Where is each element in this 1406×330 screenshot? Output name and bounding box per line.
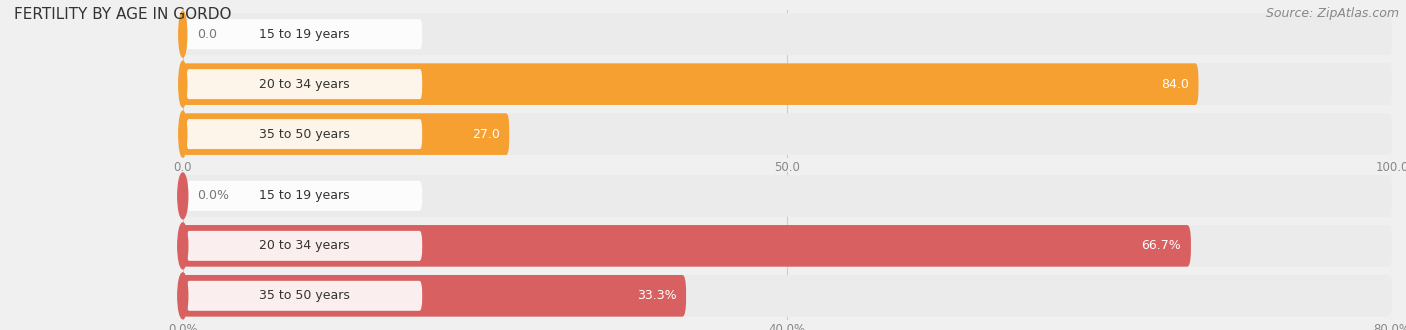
Circle shape <box>177 223 188 269</box>
Circle shape <box>177 173 188 219</box>
Circle shape <box>179 11 187 57</box>
FancyBboxPatch shape <box>183 175 1392 217</box>
Circle shape <box>177 273 188 319</box>
Text: 0.0%: 0.0% <box>197 189 229 202</box>
FancyBboxPatch shape <box>183 113 509 155</box>
FancyBboxPatch shape <box>187 19 422 49</box>
FancyBboxPatch shape <box>187 231 422 261</box>
Text: Source: ZipAtlas.com: Source: ZipAtlas.com <box>1265 7 1399 19</box>
Text: 35 to 50 years: 35 to 50 years <box>259 128 350 141</box>
Circle shape <box>179 111 187 157</box>
Text: 66.7%: 66.7% <box>1142 239 1181 252</box>
FancyBboxPatch shape <box>183 275 1392 316</box>
Circle shape <box>179 61 187 107</box>
FancyBboxPatch shape <box>183 113 1392 155</box>
FancyBboxPatch shape <box>183 63 1392 105</box>
Text: 84.0: 84.0 <box>1161 78 1189 91</box>
Text: 33.3%: 33.3% <box>637 289 676 302</box>
FancyBboxPatch shape <box>187 281 422 311</box>
Text: FERTILITY BY AGE IN GORDO: FERTILITY BY AGE IN GORDO <box>14 7 232 21</box>
Text: 20 to 34 years: 20 to 34 years <box>259 239 350 252</box>
FancyBboxPatch shape <box>183 14 1392 55</box>
FancyBboxPatch shape <box>187 119 422 149</box>
FancyBboxPatch shape <box>183 63 1198 105</box>
FancyBboxPatch shape <box>183 275 686 316</box>
FancyBboxPatch shape <box>187 181 422 211</box>
Text: 15 to 19 years: 15 to 19 years <box>259 28 350 41</box>
Text: 35 to 50 years: 35 to 50 years <box>259 289 350 302</box>
Text: 20 to 34 years: 20 to 34 years <box>259 78 350 91</box>
FancyBboxPatch shape <box>183 225 1191 267</box>
FancyBboxPatch shape <box>187 69 422 99</box>
Text: 15 to 19 years: 15 to 19 years <box>259 189 350 202</box>
Text: 0.0: 0.0 <box>197 28 218 41</box>
Text: 27.0: 27.0 <box>471 128 499 141</box>
FancyBboxPatch shape <box>183 225 1392 267</box>
